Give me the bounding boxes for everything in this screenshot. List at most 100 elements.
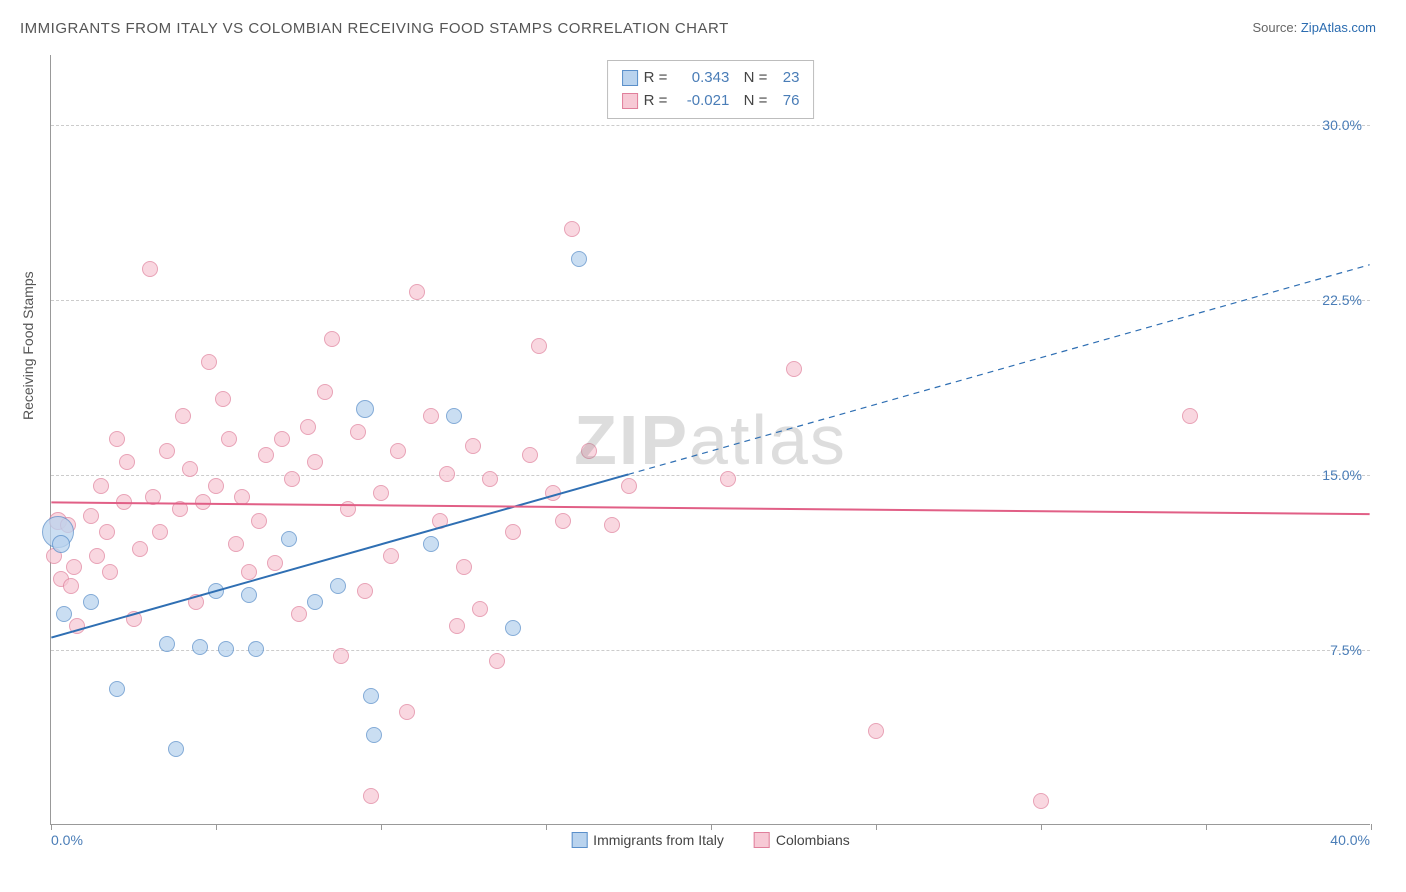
- data-point-italy: [208, 583, 224, 599]
- data-point-colombians: [258, 447, 274, 463]
- gridline-h: [51, 300, 1370, 301]
- x-tick: [546, 824, 547, 830]
- data-point-colombians: [159, 443, 175, 459]
- y-tick-label: 22.5%: [1322, 292, 1362, 308]
- legend-swatch-colombians: [754, 832, 770, 848]
- data-point-colombians: [284, 471, 300, 487]
- data-point-colombians: [188, 594, 204, 610]
- data-point-colombians: [152, 524, 168, 540]
- stats-row-italy: R = 0.343 N = 23: [622, 67, 800, 90]
- x-tick: [216, 824, 217, 830]
- data-point-colombians: [363, 788, 379, 804]
- gridline-h: [51, 475, 1370, 476]
- data-point-italy: [446, 408, 462, 424]
- data-point-colombians: [83, 508, 99, 524]
- data-point-colombians: [317, 384, 333, 400]
- data-point-colombians: [142, 261, 158, 277]
- data-point-italy: [281, 531, 297, 547]
- data-point-colombians: [465, 438, 481, 454]
- data-point-colombians: [482, 471, 498, 487]
- data-point-italy: [109, 681, 125, 697]
- data-point-italy: [356, 400, 374, 418]
- data-point-colombians: [102, 564, 118, 580]
- swatch-italy: [622, 70, 638, 86]
- legend-label-italy: Immigrants from Italy: [593, 832, 724, 848]
- data-point-colombians: [604, 517, 620, 533]
- data-point-colombians: [99, 524, 115, 540]
- data-point-italy: [423, 536, 439, 552]
- data-point-colombians: [333, 648, 349, 664]
- x-tick: [1206, 824, 1207, 830]
- source-prefix: Source:: [1252, 20, 1300, 35]
- data-point-colombians: [555, 513, 571, 529]
- data-point-colombians: [241, 564, 257, 580]
- stats-legend-box: R = 0.343 N = 23 R = -0.021 N = 76: [607, 60, 815, 119]
- data-point-colombians: [409, 284, 425, 300]
- data-point-colombians: [307, 454, 323, 470]
- data-point-colombians: [1182, 408, 1198, 424]
- data-point-italy: [56, 606, 72, 622]
- data-point-colombians: [581, 443, 597, 459]
- legend-bottom: Immigrants from Italy Colombians: [571, 832, 850, 848]
- x-tick: [711, 824, 712, 830]
- data-point-colombians: [399, 704, 415, 720]
- data-point-colombians: [357, 583, 373, 599]
- trend-lines: [51, 55, 1370, 824]
- data-point-colombians: [564, 221, 580, 237]
- data-point-colombians: [208, 478, 224, 494]
- data-point-italy: [241, 587, 257, 603]
- data-point-italy: [571, 251, 587, 267]
- data-point-colombians: [201, 354, 217, 370]
- data-point-colombians: [119, 454, 135, 470]
- data-point-italy: [366, 727, 382, 743]
- data-point-italy: [168, 741, 184, 757]
- data-point-colombians: [522, 447, 538, 463]
- data-point-colombians: [182, 461, 198, 477]
- data-point-colombians: [324, 331, 340, 347]
- data-point-colombians: [1033, 793, 1049, 809]
- data-point-colombians: [132, 541, 148, 557]
- gridline-h: [51, 125, 1370, 126]
- data-point-colombians: [195, 494, 211, 510]
- x-axis-max-label: 40.0%: [1330, 832, 1370, 848]
- y-axis-label: Receiving Food Stamps: [20, 271, 36, 420]
- source-link[interactable]: ZipAtlas.com: [1301, 20, 1376, 35]
- x-tick: [51, 824, 52, 830]
- data-point-colombians: [93, 478, 109, 494]
- data-point-colombians: [63, 578, 79, 594]
- data-point-italy: [192, 639, 208, 655]
- n-value-colombians: 76: [773, 90, 799, 113]
- data-point-colombians: [489, 653, 505, 669]
- data-point-colombians: [234, 489, 250, 505]
- chart-title: IMMIGRANTS FROM ITALY VS COLOMBIAN RECEI…: [20, 20, 729, 37]
- data-point-italy: [505, 620, 521, 636]
- legend-label-colombians: Colombians: [776, 832, 850, 848]
- data-point-colombians: [274, 431, 290, 447]
- data-point-colombians: [786, 361, 802, 377]
- data-point-colombians: [472, 601, 488, 617]
- plot-area: ZIPatlas R = 0.343 N = 23 R = -0.021 N =…: [50, 55, 1370, 825]
- y-tick-label: 7.5%: [1330, 642, 1362, 658]
- data-point-italy: [218, 641, 234, 657]
- data-point-colombians: [109, 431, 125, 447]
- chart-source: Source: ZipAtlas.com: [1252, 20, 1376, 35]
- data-point-colombians: [505, 524, 521, 540]
- data-point-colombians: [228, 536, 244, 552]
- data-point-colombians: [423, 408, 439, 424]
- data-point-colombians: [439, 466, 455, 482]
- data-point-colombians: [456, 559, 472, 575]
- x-tick: [876, 824, 877, 830]
- data-point-italy: [307, 594, 323, 610]
- r-value-colombians: -0.021: [673, 90, 729, 113]
- r-value-italy: 0.343: [673, 67, 729, 90]
- x-tick: [1041, 824, 1042, 830]
- data-point-colombians: [868, 723, 884, 739]
- data-point-colombians: [66, 559, 82, 575]
- data-point-colombians: [116, 494, 132, 510]
- data-point-italy: [52, 535, 70, 553]
- y-tick-label: 15.0%: [1322, 467, 1362, 483]
- data-point-colombians: [373, 485, 389, 501]
- data-point-italy: [330, 578, 346, 594]
- data-point-colombians: [350, 424, 366, 440]
- data-point-colombians: [251, 513, 267, 529]
